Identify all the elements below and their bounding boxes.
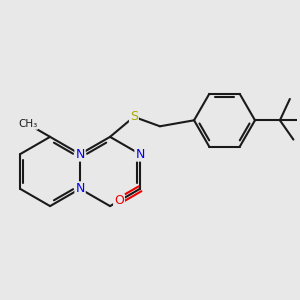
Text: N: N: [75, 148, 85, 161]
Text: N: N: [75, 182, 85, 195]
Text: S: S: [130, 110, 138, 123]
Text: N: N: [135, 148, 145, 161]
Text: CH₃: CH₃: [18, 119, 37, 129]
Text: O: O: [114, 194, 124, 207]
